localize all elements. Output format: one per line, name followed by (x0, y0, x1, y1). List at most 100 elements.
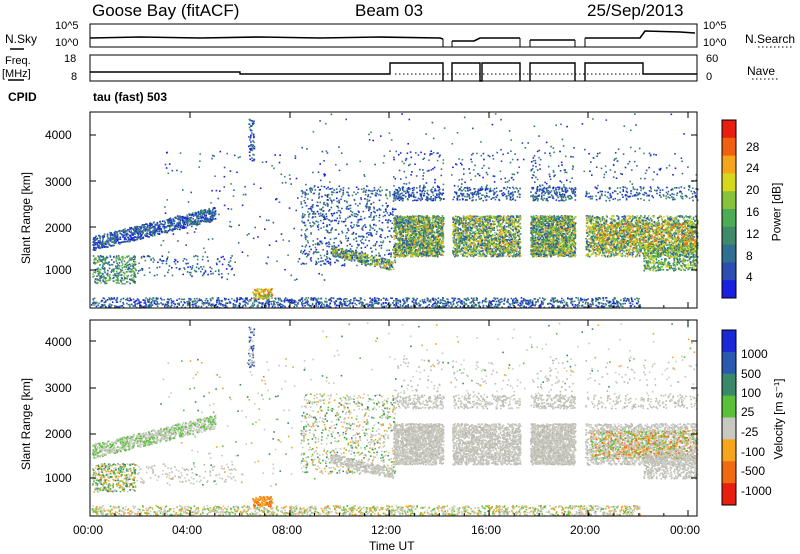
power-cell (251, 145, 254, 148)
power-cell (389, 305, 392, 307)
power-cell (355, 237, 357, 239)
power-cell (348, 194, 350, 197)
power-cell (539, 304, 542, 306)
power-cell (336, 200, 338, 203)
power-cell (572, 300, 574, 303)
power-cell (412, 221, 414, 224)
power-cell (399, 218, 402, 221)
power-cell (176, 225, 178, 227)
power-cell (115, 299, 117, 301)
power-cell (430, 221, 432, 223)
power-cell (319, 301, 321, 303)
power-cell (164, 163, 167, 166)
power-cell (171, 219, 173, 221)
power-cell (401, 252, 404, 255)
power-cell (199, 153, 201, 155)
power-cell (370, 231, 372, 234)
power-cell (476, 298, 478, 300)
power-cell (341, 251, 344, 253)
power-cell (351, 233, 353, 235)
power-cell (191, 275, 193, 278)
power-cell (128, 270, 130, 273)
power-cell (387, 303, 389, 306)
power-cell (581, 305, 583, 307)
power-cell (195, 255, 197, 257)
power-cell (322, 206, 324, 209)
power-cell (309, 224, 312, 227)
power-cell (361, 257, 363, 259)
power-cell (415, 302, 418, 304)
power-cell (293, 299, 295, 302)
power-cell (255, 298, 258, 300)
power-cell (437, 239, 440, 241)
power-cell (216, 263, 218, 266)
power-cell (343, 302, 346, 305)
power-cell (467, 297, 469, 299)
power-cell (305, 301, 307, 303)
power-cell (458, 298, 460, 300)
power-cell (239, 298, 241, 301)
power-cell (406, 299, 408, 302)
power-cell (185, 258, 188, 261)
power-cell (329, 299, 331, 301)
power-cell (144, 230, 147, 232)
power-cell (619, 302, 621, 305)
power-cell (530, 302, 533, 304)
power-cell (226, 306, 228, 308)
power-cell (259, 302, 262, 304)
power-cell (364, 264, 367, 266)
power-cell (113, 239, 116, 242)
power-cell (528, 300, 531, 302)
power-cell (344, 257, 346, 259)
power-cell (376, 230, 378, 233)
power-cell (470, 297, 473, 300)
power-cell (138, 229, 140, 231)
power-cell (134, 263, 137, 266)
power-cell (163, 299, 165, 301)
power-cell (331, 247, 334, 250)
power-cell (381, 257, 384, 260)
power-cell (265, 161, 268, 163)
power-cell (399, 242, 402, 244)
power-cell (109, 256, 112, 258)
power-cell (135, 225, 138, 228)
power-cell (475, 297, 478, 299)
power-cell (367, 254, 369, 256)
power-cbar-tick-8: 8 (746, 250, 753, 262)
power-cell (123, 239, 126, 241)
power-cell (362, 210, 365, 213)
power-cell (368, 189, 371, 192)
power-cell (216, 297, 219, 299)
power-cell (167, 302, 170, 305)
power-cell (118, 262, 121, 264)
power-cell (377, 188, 380, 191)
power-cell (375, 258, 377, 261)
power-cell (232, 306, 235, 308)
power-cell (380, 194, 382, 197)
power-cell (185, 221, 187, 224)
power-cell (305, 205, 308, 207)
power-cell (412, 304, 415, 307)
power-cell (387, 226, 389, 229)
power-cell (251, 157, 253, 160)
power-cell (305, 262, 307, 265)
power-cell (397, 299, 399, 302)
power-cell (130, 278, 133, 280)
power-cell (364, 261, 367, 263)
power-cell (448, 305, 450, 307)
power-cell (359, 240, 362, 242)
power-cell (360, 247, 363, 249)
power-cell (131, 270, 134, 273)
power-cell (580, 299, 582, 302)
power-cell (520, 297, 523, 299)
power-cell (279, 297, 281, 300)
power-cell (265, 305, 267, 307)
power-cell (162, 240, 165, 242)
power-cell (258, 302, 260, 304)
power-cell (321, 215, 324, 217)
power-cell (385, 210, 387, 212)
power-cell (382, 302, 385, 304)
power-cell (406, 298, 409, 301)
power-cell (317, 205, 319, 207)
power-cell (215, 189, 218, 192)
